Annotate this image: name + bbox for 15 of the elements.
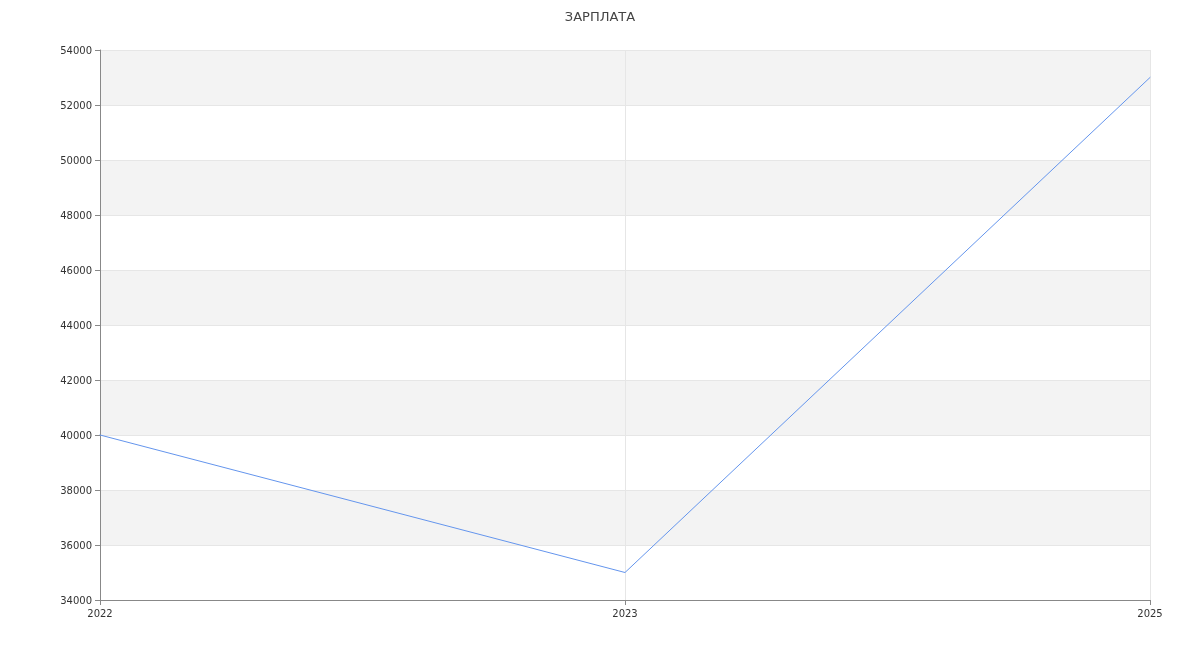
- x-tick-label: 2025: [1137, 607, 1163, 619]
- y-tick-label: 52000: [60, 99, 92, 111]
- y-tick-label: 50000: [60, 154, 92, 166]
- y-tick-label: 48000: [60, 209, 92, 221]
- x-tick-label: 2022: [87, 607, 113, 619]
- y-tick-label: 34000: [60, 594, 92, 606]
- y-tick-label: 38000: [60, 484, 92, 496]
- y-tick-label: 36000: [60, 539, 92, 551]
- y-tick-label: 44000: [60, 319, 92, 331]
- y-tick-label: 40000: [60, 429, 92, 441]
- x-tick-label: 2023: [612, 607, 638, 619]
- chart-title: ЗАРПЛАТА: [564, 9, 636, 24]
- y-tick-label: 46000: [60, 264, 92, 276]
- y-tick-label: 54000: [60, 44, 92, 56]
- y-tick-label: 42000: [60, 374, 92, 386]
